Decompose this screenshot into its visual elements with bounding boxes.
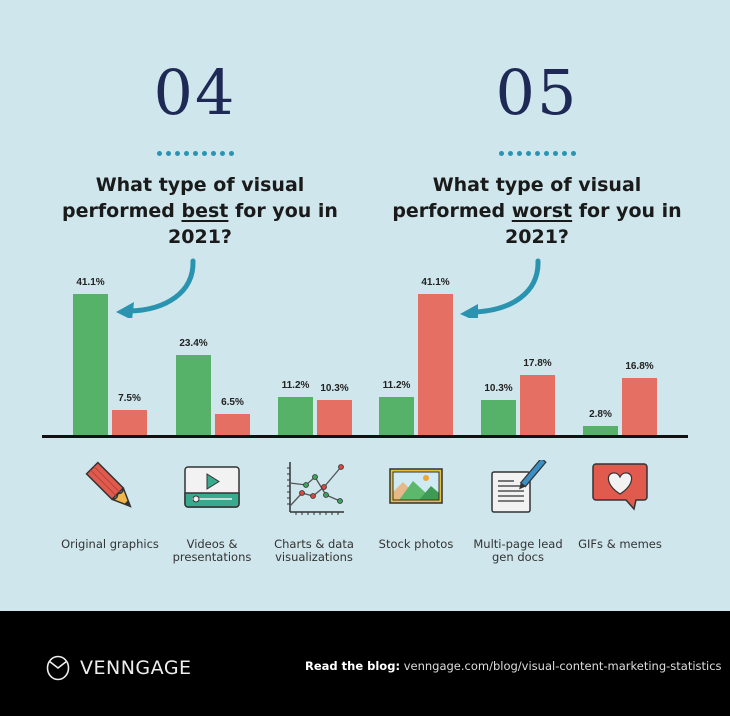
- dotted-divider-left: [95, 141, 295, 160]
- bar-best-4: [481, 400, 516, 436]
- value-label: 6.5%: [221, 397, 244, 408]
- blog-link[interactable]: Read the blog: venngage.com/blog/visual-…: [305, 659, 722, 673]
- emphasis-best: best: [181, 200, 229, 222]
- category-label: Original graphics: [61, 537, 159, 551]
- arrow-to-worst-bar-icon: [460, 258, 541, 318]
- category-label: Charts & data visualizations: [274, 537, 354, 564]
- bar-best-3: [379, 397, 414, 436]
- bar-best-2: [278, 397, 313, 436]
- venngage-logo[interactable]: VENNGAGE: [46, 655, 192, 681]
- category-label: Multi-page lead gen docs: [473, 537, 563, 564]
- document-pen-icon: [491, 460, 547, 513]
- brand-name: VENNGAGE: [80, 657, 192, 679]
- value-label: 41.1%: [76, 277, 105, 288]
- dotted-divider-right: [437, 141, 637, 160]
- bar-worst-3: [418, 294, 453, 436]
- arrow-to-best-bar-icon: [116, 258, 196, 318]
- value-label: 23.4%: [179, 338, 208, 349]
- value-label: 7.5%: [118, 393, 141, 404]
- category-label: Stock photos: [378, 537, 454, 551]
- bar-best-0: [73, 294, 108, 436]
- question-best: What type of visual performed best for y…: [62, 174, 338, 248]
- value-label: 10.3%: [484, 383, 513, 394]
- venngage-logo-icon: [46, 655, 70, 681]
- bar-best-5: [583, 426, 618, 436]
- bar-best-1: [176, 355, 211, 436]
- question-worst: What type of visual performed worst for …: [392, 174, 682, 248]
- bar-worst-0: [112, 410, 147, 436]
- pencil-icon: [85, 461, 132, 508]
- question-number-05: 05: [495, 56, 579, 129]
- landscape-photo-icon: [389, 468, 443, 504]
- bar-worst-4: [520, 375, 555, 436]
- value-label: 16.8%: [625, 361, 654, 372]
- question-number-04: 04: [153, 56, 237, 129]
- heart-speech-bubble-icon: [592, 463, 648, 511]
- video-player-icon: [184, 466, 240, 508]
- x-axis-line: [42, 435, 688, 438]
- bar-worst-5: [622, 378, 657, 436]
- value-label: 10.3%: [320, 383, 349, 394]
- value-label: 2.8%: [589, 409, 612, 420]
- category-label: Videos & presentations: [172, 537, 252, 564]
- value-label: 41.1%: [421, 277, 450, 288]
- line-chart-icon: [287, 462, 344, 515]
- bar-worst-1: [215, 414, 250, 436]
- value-label: 11.2%: [281, 380, 310, 391]
- blog-label: Read the blog:: [305, 659, 401, 673]
- category-label: GIFs & memes: [578, 537, 662, 551]
- emphasis-worst: worst: [511, 200, 573, 222]
- blog-url[interactable]: venngage.com/blog/visual-content-marketi…: [403, 659, 722, 673]
- footer: [0, 611, 730, 716]
- bar-worst-2: [317, 400, 352, 436]
- value-label: 17.8%: [523, 358, 552, 369]
- value-label: 11.2%: [382, 380, 411, 391]
